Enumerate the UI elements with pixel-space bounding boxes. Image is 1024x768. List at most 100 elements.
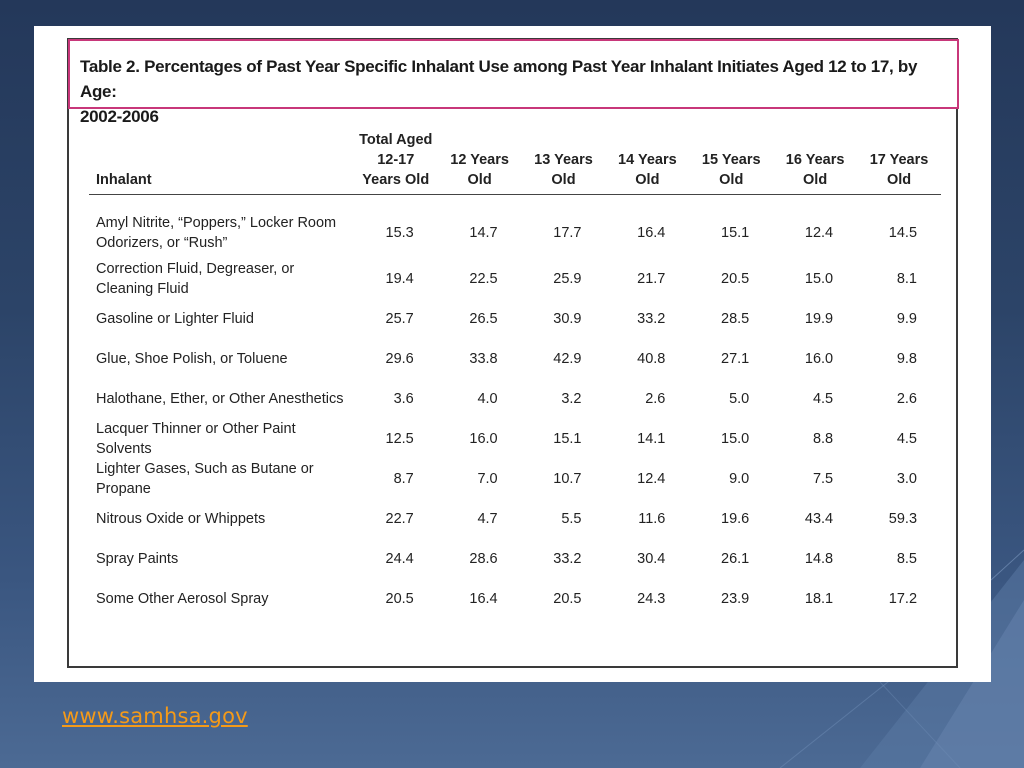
table-cell: 59.3 [857, 499, 941, 539]
cell-value: 29.6 [385, 351, 414, 367]
table-row: Amyl Nitrite, “Poppers,” Locker Room Odor… [89, 195, 941, 260]
cell-value: 4.0 [477, 391, 498, 407]
table-cell: 2.6 [605, 379, 689, 419]
column-header-4: 14 Years Old [605, 130, 690, 195]
table-cell: 8.5 [857, 539, 941, 579]
cell-value: 8.1 [896, 271, 918, 287]
cell-value: 21.7 [637, 271, 666, 287]
cell-value: 9.0 [729, 471, 750, 487]
row-label: Some Other Aerosol Spray [89, 579, 354, 619]
table-cell: 12.4 [773, 195, 857, 260]
row-label-line: Halothane, Ether, or Other Anesthetics [96, 391, 344, 407]
table-cell: 40.8 [605, 339, 689, 379]
cell-value: 7.5 [812, 471, 834, 487]
column-header-line: Old [719, 172, 744, 188]
cell-value: 12.4 [637, 471, 666, 487]
table-cell: 20.5 [522, 579, 606, 619]
table-cell: 42.9 [522, 339, 606, 379]
table-cell: 12.4 [605, 459, 689, 499]
column-header-line: 15 Years [701, 152, 761, 168]
table-cell: 30.4 [605, 539, 689, 579]
column-header-1: Total Aged 12-17 Years Old [353, 130, 438, 195]
cell-value: 14.7 [469, 225, 498, 241]
table-cell: 15.3 [354, 195, 438, 260]
table-cell: 19.4 [354, 259, 438, 299]
table-cell: 7.5 [773, 459, 857, 499]
cell-value: 14.1 [637, 431, 666, 447]
table-cell: 33.8 [438, 339, 522, 379]
table-cell: 11.6 [605, 499, 689, 539]
row-label: Halothane, Ether, or Other Anesthetics [89, 379, 354, 419]
cell-value: 40.8 [637, 351, 666, 367]
cell-value: 4.5 [896, 431, 918, 447]
table-cell: 3.2 [522, 379, 606, 419]
table-cell: 10.7 [522, 459, 606, 499]
table-cell: 15.1 [689, 195, 773, 260]
table-cell: 15.0 [689, 419, 773, 459]
table-cell: 26.1 [689, 539, 773, 579]
table-cell: 14.8 [773, 539, 857, 579]
table-cell: 9.9 [857, 299, 941, 339]
table-cell: 4.7 [438, 499, 522, 539]
table-cell: 15.1 [522, 419, 606, 459]
table-cell: 4.0 [438, 379, 522, 419]
cell-value: 19.6 [721, 511, 750, 527]
cell-value: 12.4 [804, 225, 834, 241]
table-cell: 28.5 [689, 299, 773, 339]
cell-value: 16.0 [804, 351, 834, 367]
table-cell: 7.0 [438, 459, 522, 499]
column-header-inhalant: Inhalant [89, 130, 354, 195]
table-cell: 24.3 [605, 579, 689, 619]
table-cell: 21.7 [605, 259, 689, 299]
cell-value: 24.4 [385, 551, 414, 567]
row-label-line: Odorizers, or “Rush” [96, 235, 228, 251]
table-cell: 19.6 [689, 499, 773, 539]
cell-value: 33.8 [469, 351, 498, 367]
table-cell: 2.6 [857, 379, 941, 419]
table-title-line-2: 2002-2006 [80, 107, 159, 126]
table-cell: 24.4 [354, 539, 438, 579]
cell-value: 16.0 [469, 431, 498, 447]
column-header-line: Old [551, 172, 576, 188]
row-label: Lighter Gases, Such as Butane or Propane [89, 459, 354, 499]
table-cell: 28.6 [438, 539, 522, 579]
cell-value: 25.7 [385, 311, 414, 327]
cell-value: 16.4 [637, 225, 666, 241]
table-cell: 33.2 [605, 299, 689, 339]
source-link[interactable]: www.samhsa.gov [62, 704, 248, 728]
table-cell: 23.9 [689, 579, 773, 619]
table-cell: 17.2 [857, 579, 941, 619]
cell-value: 3.2 [561, 391, 582, 407]
table-cell: 15.0 [773, 259, 857, 299]
table-title-line-1: Table 2. Percentages of Past Year Specif… [80, 57, 918, 101]
column-header-line: 16 Years [785, 152, 845, 168]
cell-value: 19.4 [385, 271, 414, 287]
table-row: Lighter Gases, Such as Butane or Propane 8… [89, 459, 941, 499]
table-row: Glue, Shoe Polish, or Toluene 29.6 33.8 42.… [89, 339, 941, 379]
row-label-line: Lighter Gases, Such as Butane or [96, 461, 314, 477]
table-cell: 14.5 [857, 195, 941, 260]
cell-value: 28.6 [469, 551, 498, 567]
table-cell: 4.5 [773, 379, 857, 419]
table-cell: 20.5 [689, 259, 773, 299]
cell-value: 15.3 [385, 225, 414, 241]
cell-value: 23.9 [721, 591, 750, 607]
column-header-line: 13 Years [534, 152, 593, 168]
column-header-line: 12 Years [450, 152, 509, 168]
cell-value: 17.7 [553, 225, 582, 241]
table-cell: 16.0 [438, 419, 522, 459]
table-cell: 25.7 [354, 299, 438, 339]
cell-value: 9.9 [896, 311, 918, 327]
table-cell: 16.4 [605, 195, 689, 260]
table-frame: Table 2. Percentages of Past Year Specif… [67, 38, 959, 668]
table-cell: 9.8 [857, 339, 941, 379]
row-label-line: Some Other Aerosol Spray [96, 591, 269, 607]
table-cell: 8.8 [773, 419, 857, 459]
row-label: Nitrous Oxide or Whippets [89, 499, 354, 539]
table-cell: 16.4 [438, 579, 522, 619]
row-label: Lacquer Thinner or Other Paint Solvents [89, 419, 354, 459]
row-label-line: Cleaning Fluid [96, 281, 189, 297]
inhalant-use-table: Inhalant Total Aged 12-17 Years Old 12 Years… [89, 130, 941, 619]
column-header-line: Old [467, 172, 492, 188]
cell-value: 10.7 [553, 471, 582, 487]
